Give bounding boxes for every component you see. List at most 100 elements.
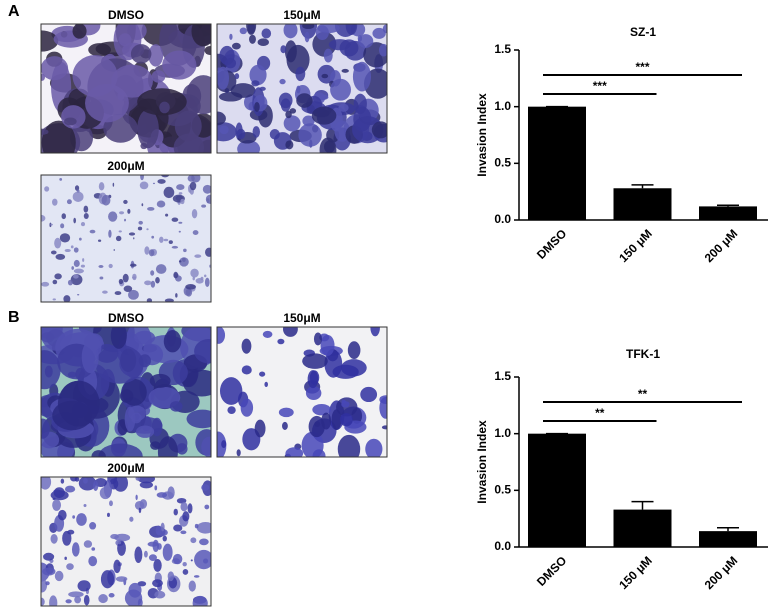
image-frame xyxy=(40,23,212,154)
cell xyxy=(157,543,162,550)
cell xyxy=(204,504,210,510)
cell xyxy=(83,504,87,508)
cell xyxy=(118,230,122,233)
cell xyxy=(134,546,143,564)
cell xyxy=(152,182,156,185)
cell xyxy=(371,121,387,139)
cell xyxy=(179,257,189,267)
cell xyxy=(72,191,84,202)
cell xyxy=(191,24,211,47)
cell xyxy=(65,599,72,604)
cell xyxy=(98,182,105,191)
cell xyxy=(117,541,122,545)
cell xyxy=(80,264,85,268)
cell xyxy=(45,581,50,586)
cell xyxy=(323,48,333,63)
cell xyxy=(139,499,148,509)
cell xyxy=(218,92,243,102)
cell xyxy=(261,28,272,39)
x-tick-label: 200 μM xyxy=(702,226,741,265)
cell xyxy=(70,477,78,482)
cell xyxy=(176,443,188,455)
cell xyxy=(41,477,52,490)
significance-label: ** xyxy=(595,406,605,420)
cell xyxy=(217,66,229,90)
cell xyxy=(147,206,155,211)
cell xyxy=(173,524,183,532)
cell xyxy=(133,237,135,240)
cell xyxy=(91,450,106,457)
cell xyxy=(162,50,197,80)
cell xyxy=(187,503,193,514)
cell xyxy=(139,481,154,489)
image-label: 200μM xyxy=(107,461,144,475)
cell xyxy=(88,43,111,57)
cell xyxy=(182,569,189,575)
cell xyxy=(77,294,80,296)
cell xyxy=(264,381,268,387)
cell xyxy=(146,298,153,302)
cell xyxy=(52,499,62,511)
cell xyxy=(186,75,211,115)
cell xyxy=(110,327,127,349)
cell xyxy=(154,485,158,491)
cell xyxy=(72,24,87,39)
cell xyxy=(171,245,179,249)
cell xyxy=(305,386,322,401)
image-label: DMSO xyxy=(108,311,144,325)
cell xyxy=(59,177,63,181)
cell xyxy=(219,125,229,135)
cell xyxy=(151,70,166,83)
cell xyxy=(278,407,294,418)
cell xyxy=(302,353,328,369)
cell xyxy=(262,330,273,338)
cell xyxy=(112,182,115,187)
image-frame xyxy=(216,326,388,458)
cell xyxy=(95,344,144,384)
y-tick-label: 0.0 xyxy=(494,212,511,226)
cell xyxy=(83,594,90,606)
cell xyxy=(53,487,65,498)
cell xyxy=(178,221,183,224)
cell xyxy=(50,223,53,226)
cell xyxy=(68,591,84,598)
micrograph xyxy=(217,327,387,457)
cell xyxy=(57,509,67,521)
cell xyxy=(71,266,74,270)
cell xyxy=(73,268,84,274)
cell xyxy=(353,106,372,132)
cell xyxy=(332,364,359,379)
bar xyxy=(528,433,586,547)
cell xyxy=(231,42,241,50)
cell xyxy=(137,88,187,116)
cell xyxy=(41,120,76,153)
cell xyxy=(217,327,226,344)
cell xyxy=(115,576,128,582)
cell xyxy=(155,277,160,284)
cell xyxy=(124,218,127,222)
image-frame xyxy=(40,174,212,303)
cell xyxy=(114,291,122,296)
cell xyxy=(296,93,313,108)
cell xyxy=(173,133,205,153)
cell xyxy=(52,497,56,500)
cell xyxy=(161,175,170,178)
cell xyxy=(89,229,96,234)
cell xyxy=(80,221,86,227)
cell xyxy=(190,559,193,562)
cell xyxy=(128,582,142,598)
cell xyxy=(337,434,361,457)
cell xyxy=(115,235,122,242)
cell xyxy=(155,264,167,274)
cell xyxy=(178,260,182,263)
cell xyxy=(194,549,211,570)
cell xyxy=(289,108,297,114)
cell xyxy=(330,78,351,101)
cell xyxy=(180,198,185,205)
cell xyxy=(202,184,211,194)
cell xyxy=(302,24,315,30)
cell xyxy=(234,73,240,80)
cell xyxy=(298,123,322,147)
cell xyxy=(64,556,67,560)
cell xyxy=(79,237,82,241)
